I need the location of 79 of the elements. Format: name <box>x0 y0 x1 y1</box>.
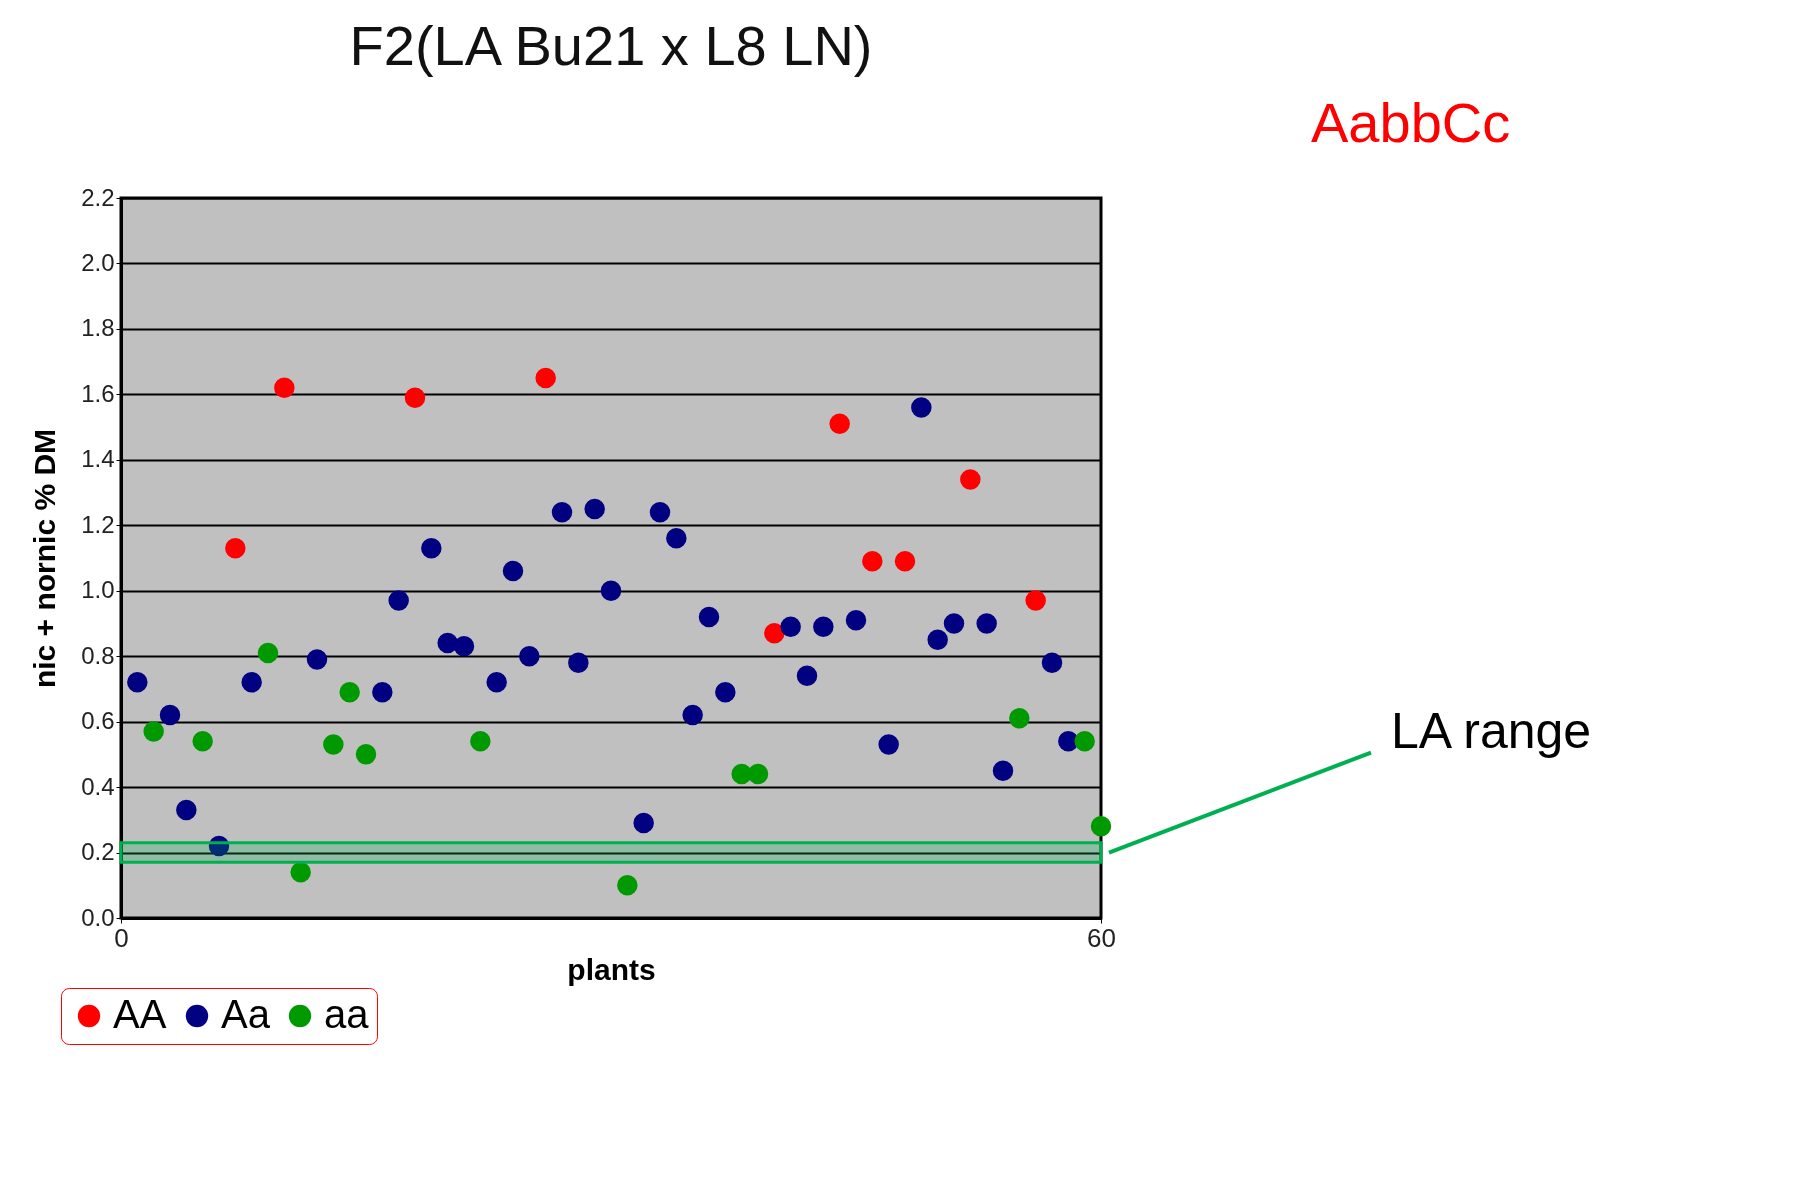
point <box>1025 590 1046 611</box>
point <box>927 629 948 651</box>
point <box>274 377 295 399</box>
x-tick-label: 60 <box>1087 922 1116 953</box>
point <box>845 609 867 631</box>
band-label: LA range <box>1391 702 1592 759</box>
point <box>960 469 981 490</box>
point <box>992 760 1014 781</box>
point <box>208 835 230 857</box>
point <box>894 551 916 572</box>
text: AabbCc <box>1311 91 1511 154</box>
point <box>257 642 279 664</box>
chart-title: F2(LA Bu21 x L8 LN) <box>349 14 873 77</box>
point <box>355 744 377 765</box>
point <box>682 704 703 726</box>
point <box>388 590 409 611</box>
point <box>372 681 393 703</box>
point <box>486 672 507 693</box>
point <box>649 501 671 523</box>
x-tick-label: 0 <box>114 922 129 953</box>
point <box>225 537 246 559</box>
point <box>339 681 360 703</box>
legend-label: aa <box>324 992 370 1036</box>
point <box>290 861 311 883</box>
point <box>943 613 965 634</box>
point <box>1090 816 1112 837</box>
point <box>176 799 197 821</box>
point <box>1074 731 1095 752</box>
point <box>551 501 573 523</box>
point <box>241 672 262 693</box>
point <box>715 681 736 703</box>
point <box>404 387 426 408</box>
point <box>862 551 883 572</box>
point <box>878 734 899 755</box>
point <box>829 413 850 435</box>
legend-label: AA <box>113 992 167 1036</box>
point <box>568 652 589 673</box>
point <box>617 875 638 896</box>
point <box>1009 708 1030 729</box>
point <box>143 721 164 742</box>
y-tick-label: 1.4 <box>81 445 115 473</box>
y-tick-label: 1.6 <box>81 379 115 407</box>
point <box>127 672 148 693</box>
point <box>323 734 344 755</box>
point <box>796 665 818 687</box>
point <box>519 645 540 667</box>
point <box>633 812 654 834</box>
y-tick-label: 0.8 <box>81 641 115 669</box>
y-tick-label: 0.2 <box>81 838 115 866</box>
point <box>764 623 785 644</box>
y-tick-label: 0.0 <box>81 903 115 931</box>
point <box>1041 652 1063 673</box>
point <box>747 763 769 785</box>
point <box>535 367 556 389</box>
x-axis-title: plants <box>567 952 656 986</box>
y-tick-label: 1.2 <box>81 510 115 538</box>
point <box>911 397 932 418</box>
point <box>976 613 997 634</box>
point <box>780 616 801 637</box>
y-tick-label: 2.2 <box>81 183 115 211</box>
point <box>306 649 328 670</box>
point <box>453 636 475 657</box>
y-tick-label: 0.4 <box>81 772 115 800</box>
y-tick-label: 1.0 <box>81 576 115 604</box>
point <box>698 606 720 628</box>
point <box>502 560 524 582</box>
y-tick-label: 2.0 <box>81 248 115 276</box>
y-tick-label: 1.8 <box>81 314 115 342</box>
point <box>159 704 181 726</box>
legend-label: Aa <box>221 992 271 1036</box>
point <box>421 537 442 559</box>
point <box>192 731 213 752</box>
y-axis-title: nic + nornic % DM <box>28 428 62 689</box>
point <box>666 528 687 549</box>
point <box>584 498 605 520</box>
point <box>813 616 834 637</box>
point <box>470 731 491 752</box>
y-tick-label: 0.6 <box>81 707 115 735</box>
point <box>600 580 622 601</box>
